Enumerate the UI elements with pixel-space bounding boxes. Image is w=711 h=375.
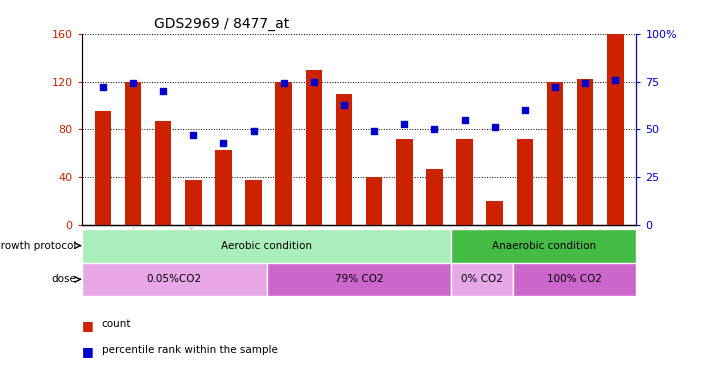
Bar <box>95 111 111 225</box>
Point <box>248 128 260 134</box>
Bar <box>82 229 451 262</box>
Point <box>97 84 109 90</box>
Point <box>429 126 440 132</box>
Text: 79% CO2: 79% CO2 <box>335 274 383 284</box>
Bar <box>513 262 636 296</box>
Point <box>218 140 229 146</box>
Text: 100% CO2: 100% CO2 <box>547 274 602 284</box>
Bar <box>215 150 232 225</box>
Bar <box>124 82 141 225</box>
Text: 0.05%CO2: 0.05%CO2 <box>146 274 202 284</box>
Bar <box>396 139 412 225</box>
Bar <box>607 34 624 225</box>
Point <box>368 128 380 134</box>
Text: count: count <box>102 319 131 329</box>
Point <box>278 81 289 87</box>
Point <box>188 132 199 138</box>
Bar <box>547 82 563 225</box>
Bar <box>456 139 473 225</box>
Point <box>519 107 530 113</box>
Text: Anaerobic condition: Anaerobic condition <box>492 241 596 250</box>
Point <box>459 117 470 123</box>
Text: dose: dose <box>51 274 76 284</box>
Text: ■: ■ <box>82 345 94 358</box>
Text: Aerobic condition: Aerobic condition <box>221 241 312 250</box>
Bar <box>486 201 503 225</box>
Text: 0% CO2: 0% CO2 <box>461 274 503 284</box>
Point <box>579 81 591 87</box>
Point <box>338 102 350 108</box>
Text: growth protocol: growth protocol <box>0 241 76 250</box>
Bar <box>82 262 267 296</box>
Point <box>609 76 621 82</box>
Point <box>157 88 169 94</box>
Bar <box>155 121 171 225</box>
Bar <box>306 70 322 225</box>
Text: percentile rank within the sample: percentile rank within the sample <box>102 345 277 355</box>
Bar <box>366 177 383 225</box>
Point <box>399 121 410 127</box>
Text: ■: ■ <box>82 319 94 332</box>
Bar <box>185 180 202 225</box>
Bar <box>451 229 636 262</box>
Bar <box>336 93 352 225</box>
Point <box>308 79 319 85</box>
Bar <box>267 262 451 296</box>
Point <box>127 81 139 87</box>
Bar <box>516 139 533 225</box>
Bar <box>245 180 262 225</box>
Point <box>489 124 501 130</box>
Text: GDS2969 / 8477_at: GDS2969 / 8477_at <box>154 17 289 32</box>
Bar <box>426 169 443 225</box>
Bar <box>451 262 513 296</box>
Bar <box>275 82 292 225</box>
Bar <box>577 79 594 225</box>
Point <box>550 84 561 90</box>
